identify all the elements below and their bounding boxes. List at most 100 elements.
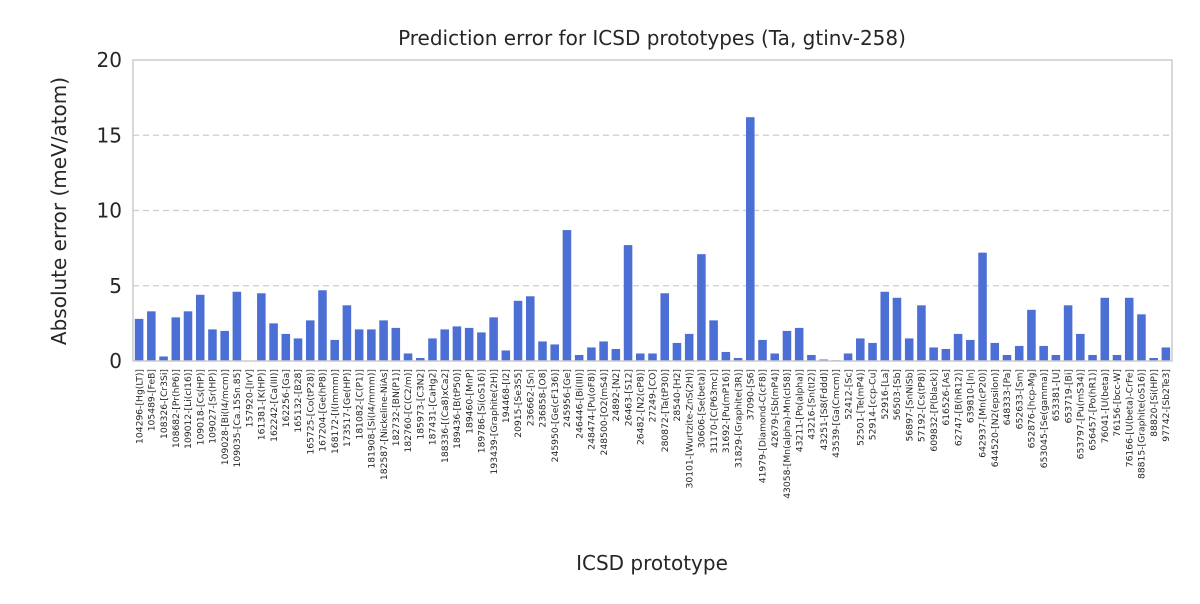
x-tick-label: 193439-[Graphite(2H)] [489,369,500,474]
y-tick-label: 15 [97,123,122,147]
x-tick-label: 42679-[Sb(mP4)] [770,369,781,448]
bar [941,348,951,361]
x-tick-label: 653719-[Bi] [1063,369,1074,423]
x-tick-label: 52412-[Sc] [843,369,854,420]
x-tick-label: 20915-[Se3S5] [513,369,524,438]
bar [1027,309,1036,361]
x-axis-label: ICSD prototype [576,551,728,575]
bar [868,342,877,361]
x-tick-label: 189460-[MnP] [464,369,475,434]
x-tick-label: 31170-[C(P63mc)] [709,369,720,454]
bar [415,357,425,361]
bar [305,320,315,361]
x-tick-label: 653797-[Pu(mS34)] [1076,369,1087,459]
x-tick-label: 88815-[Graphite(oS16)] [1137,369,1148,479]
bar [354,329,364,361]
y-axis-label: Absolute error (meV/atom) [47,77,71,345]
x-tick-label: 165132-[B28] [293,369,304,433]
bar [697,254,706,361]
bar [721,351,731,361]
bar [856,338,865,361]
bar [391,327,401,361]
bar [550,344,559,361]
x-tick-label: 24892-[N2] [611,369,622,421]
bar [1002,354,1012,361]
bar [635,353,645,361]
bar [648,353,657,361]
x-tick-label: 653045-[Se(gamma)] [1039,369,1050,468]
y-tick-label: 20 [97,48,122,72]
x-tick-label: 236858-[O8] [538,369,549,428]
bar [684,333,694,361]
x-tick-label: 109012-[Li(cI16)] [183,369,194,449]
x-tick-label: 165725-[Co(tP28)] [305,369,316,455]
bar [733,357,743,361]
x-tick-label: 41979-[Diamond-C(cF8)] [758,369,769,483]
bar [904,338,914,361]
x-tick-label: 653381-[U] [1051,369,1062,421]
bar [574,354,584,361]
bar [758,339,767,361]
x-tick-label: 76041-[U(beta)] [1100,369,1111,443]
x-tick-label: 43211-[Po(alpha)] [794,369,805,452]
x-tick-label: 108682-[Pr(hP6)] [171,369,182,448]
y-tick-label: 0 [109,349,122,373]
bar [208,329,217,361]
bar [623,245,633,361]
x-tick-label: 187431-[CaHg2] [428,369,439,445]
plot-frame [132,59,1173,362]
bar [330,339,339,361]
bar [966,339,975,361]
bar [464,327,474,361]
bar [257,293,266,361]
bar [171,317,181,361]
x-tick-label: 280872-[Ta(tP30)] [660,369,671,452]
bar [917,305,926,361]
x-tick-label: 182732-[BN(P1)] [391,369,402,446]
x-tick-label: 30606-[Se(beta)] [697,369,708,448]
bar [147,311,156,361]
bar [819,359,828,361]
x-tick-label: 639810-[In] [966,369,977,423]
x-tick-label: 109027-[Sr(HP)] [208,369,219,444]
bar [281,333,291,361]
bar [183,311,193,361]
x-tick-label: 26463-[S12] [623,369,634,426]
x-tick-label: 248500-[O2(mS4)] [599,369,610,455]
x-tick-label: 181908-[Si(I4/mmm)] [367,369,378,469]
bar [403,353,413,361]
x-tick-label: 616526-[As] [941,369,952,426]
bar [342,305,352,361]
x-tick-label: 248474-[Pu(oF8)] [587,369,598,450]
x-tick-label: 56503-[Sb] [892,369,903,420]
bar [379,320,388,361]
bar [195,294,205,361]
x-tick-label: 644520-[N2(epsilon)] [990,369,1001,467]
bar [660,293,670,361]
x-tick-label: 182587-[Nickeline-NiAs] [379,369,390,480]
x-tick-label: 52501-[Te(mP4)] [856,369,867,446]
x-tick-label: 27249-[CO] [648,369,659,422]
x-tick-label: 185973-[C3N2] [415,369,426,440]
bar [1014,345,1024,361]
x-tick-label: 245956-[Ge] [562,369,573,427]
x-tick-label: 648333-[Pa] [1002,369,1013,425]
x-tick-label: 652876-[hcp-Mg] [1027,369,1038,448]
bar [440,329,449,361]
bar [672,342,682,361]
bar [489,317,498,361]
x-tick-label: 62747-[B(hR12)] [953,369,964,446]
bar [452,326,462,361]
x-tick-label: 173517-[Ge(HP)] [342,369,353,447]
x-tick-label: 189786-[Si(oS16)] [477,369,488,453]
bar [428,338,437,361]
x-tick-label: 182760-[C(C2/m)] [403,369,414,452]
x-tick-label: 656457-[Po(hR1)] [1088,369,1099,451]
x-tick-label: 609832-[P(black)] [929,369,940,452]
x-tick-label: 76166-[U(beta)-CrFe] [1124,369,1135,467]
bar [134,318,144,361]
bar [1161,347,1171,361]
bar [599,341,608,361]
